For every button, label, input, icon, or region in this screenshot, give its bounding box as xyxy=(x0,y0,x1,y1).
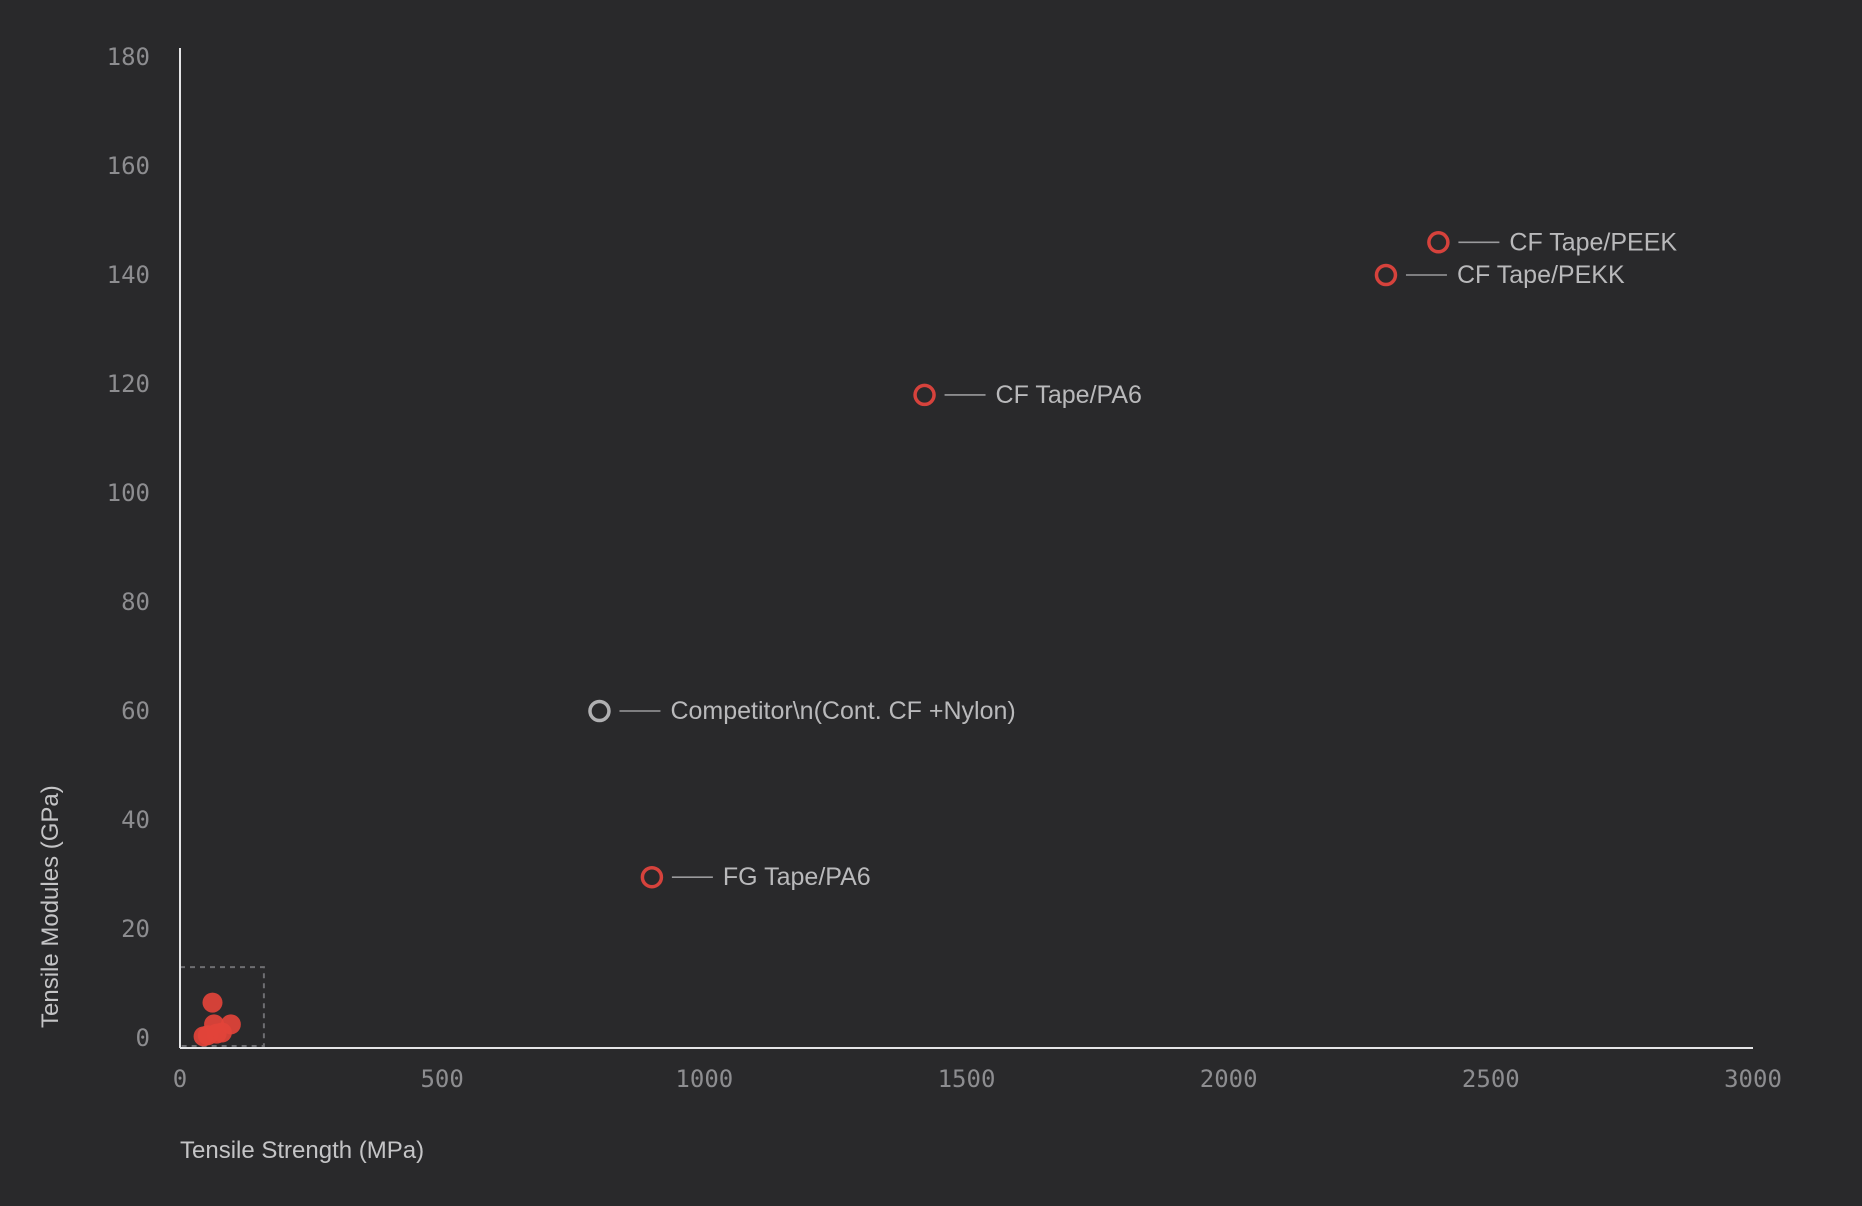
y-tick-label: 180 xyxy=(107,43,150,71)
x-tick-label: 1000 xyxy=(675,1065,733,1093)
y-axis-title: Tensile Modules (GPa) xyxy=(37,785,64,1028)
y-tick-label: 80 xyxy=(121,588,150,616)
y-tick-label: 40 xyxy=(121,806,150,834)
y-tick-label: 160 xyxy=(107,152,150,180)
labeled-points: CF Tape/PEEK CF Tape/PEKK CF Tape/PA6 Compe… xyxy=(588,228,1677,891)
point-marker[interactable] xyxy=(1427,231,1450,254)
x-tick-label: 500 xyxy=(420,1065,463,1093)
y-tick-label: 0 xyxy=(136,1024,150,1052)
y-tick-label: 140 xyxy=(107,261,150,289)
point-marker[interactable] xyxy=(588,699,611,723)
y-tick-label: 120 xyxy=(107,370,150,398)
labeled-point: FG Tape/PA6 xyxy=(640,863,871,891)
x-tick-label: 0 xyxy=(173,1065,187,1093)
axes xyxy=(179,48,1753,1049)
x-tick-label: 2500 xyxy=(1462,1065,1520,1093)
labeled-point: CF Tape/PEEK xyxy=(1427,228,1677,256)
point-marker[interactable] xyxy=(1374,263,1398,287)
point-label: FG Tape/PA6 xyxy=(723,863,871,891)
x-tick-labels: 0 500 1000 1500 2000 2500 3000 xyxy=(173,1065,1782,1093)
labeled-point: CF Tape/PA6 xyxy=(913,381,1142,409)
cluster-box-layer xyxy=(179,966,265,1048)
x-axis-title: Tensile Strength (MPa) xyxy=(180,1137,424,1164)
point-label: CF Tape/PEKK xyxy=(1457,261,1625,289)
labeled-point: CF Tape/PEKK xyxy=(1374,261,1625,289)
point-marker[interactable] xyxy=(640,865,664,889)
cluster-points xyxy=(193,992,241,1047)
x-tick-label: 3000 xyxy=(1724,1065,1782,1093)
cluster-highlight-box xyxy=(179,966,265,1048)
cluster-point[interactable] xyxy=(193,1026,214,1047)
labeled-point: Competitor\n(Cont. CF +Nylon) xyxy=(588,697,1016,725)
x-tick-label: 2000 xyxy=(1200,1065,1258,1093)
x-tick-label: 1500 xyxy=(938,1065,996,1093)
y-tick-labels: 0 20 40 60 80 100 120 140 160 180 xyxy=(107,43,150,1052)
point-label: Competitor\n(Cont. CF +Nylon) xyxy=(670,697,1015,725)
y-tick-label: 100 xyxy=(107,479,150,507)
point-marker[interactable] xyxy=(913,383,936,407)
point-label: CF Tape/PEEK xyxy=(1509,228,1677,256)
cluster-point[interactable] xyxy=(202,992,223,1013)
y-tick-label: 20 xyxy=(121,915,150,943)
point-label: CF Tape/PA6 xyxy=(996,381,1142,409)
y-tick-label: 60 xyxy=(121,697,150,725)
